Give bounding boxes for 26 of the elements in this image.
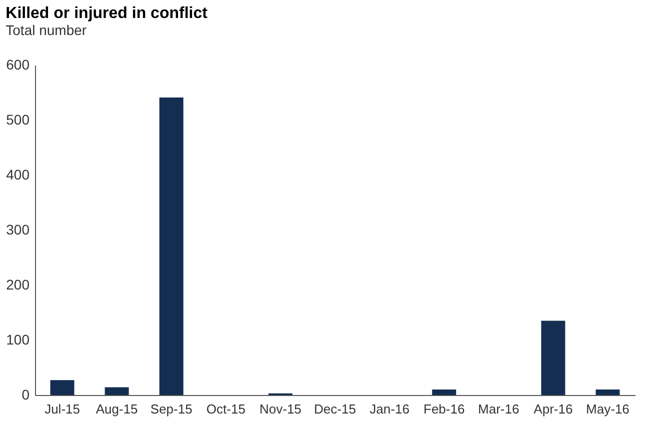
chart-subtitle: Total number	[6, 22, 87, 38]
bar	[596, 390, 620, 395]
x-tick-label: Mar-16	[478, 402, 520, 416]
y-tick-label: 500	[6, 112, 30, 128]
x-tick-label: Sep-15	[150, 402, 192, 416]
x-tick-label: Dec-15	[314, 402, 356, 416]
x-tick-label: Jan-16	[370, 402, 410, 416]
x-tick-label: Nov-15	[259, 402, 302, 416]
bar	[159, 97, 184, 395]
bar	[541, 320, 566, 395]
y-tick-label: 400	[6, 166, 30, 182]
y-tick-label: 200	[6, 276, 30, 292]
bar	[432, 390, 456, 395]
x-tick-label: May-16	[586, 402, 630, 416]
x-tick-label: Feb-16	[423, 402, 465, 416]
bar	[104, 387, 129, 395]
y-tick-label: 300	[6, 222, 30, 238]
x-tick-label: Aug-15	[96, 402, 138, 416]
y-tick-label: 100	[6, 332, 30, 348]
bar	[50, 380, 74, 395]
y-tick-label: 600	[6, 56, 30, 72]
x-tick-label: Apr-16	[534, 402, 573, 416]
y-tick-label: 0	[22, 386, 30, 402]
x-tick-label: Oct-15	[206, 402, 246, 416]
x-tick-label: Jul-15	[44, 402, 80, 416]
chart-title: Killed or injured in conflict	[6, 5, 208, 22]
